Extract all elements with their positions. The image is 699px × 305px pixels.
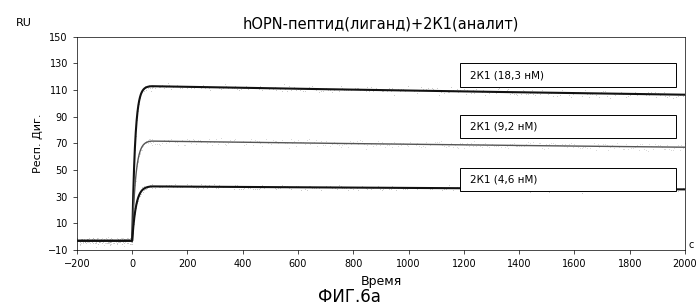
Text: 2К1 (9,2 нМ): 2К1 (9,2 нМ) [470, 121, 538, 131]
FancyBboxPatch shape [460, 63, 676, 87]
Text: с: с [688, 240, 693, 250]
X-axis label: Время: Время [360, 275, 402, 288]
Text: ФИГ.6а: ФИГ.6а [318, 288, 381, 305]
Text: 2К1 (4,6 нМ): 2К1 (4,6 нМ) [470, 175, 538, 185]
FancyBboxPatch shape [460, 115, 676, 138]
Text: 2К1 (18,3 нМ): 2К1 (18,3 нМ) [470, 70, 545, 80]
FancyBboxPatch shape [460, 168, 676, 192]
Y-axis label: Респ. Диг.: Респ. Диг. [34, 113, 43, 173]
Title: hOPN-пептид(лиганд)+2К1(аналит): hOPN-пептид(лиганд)+2К1(аналит) [243, 16, 519, 31]
Text: RU: RU [16, 18, 32, 28]
